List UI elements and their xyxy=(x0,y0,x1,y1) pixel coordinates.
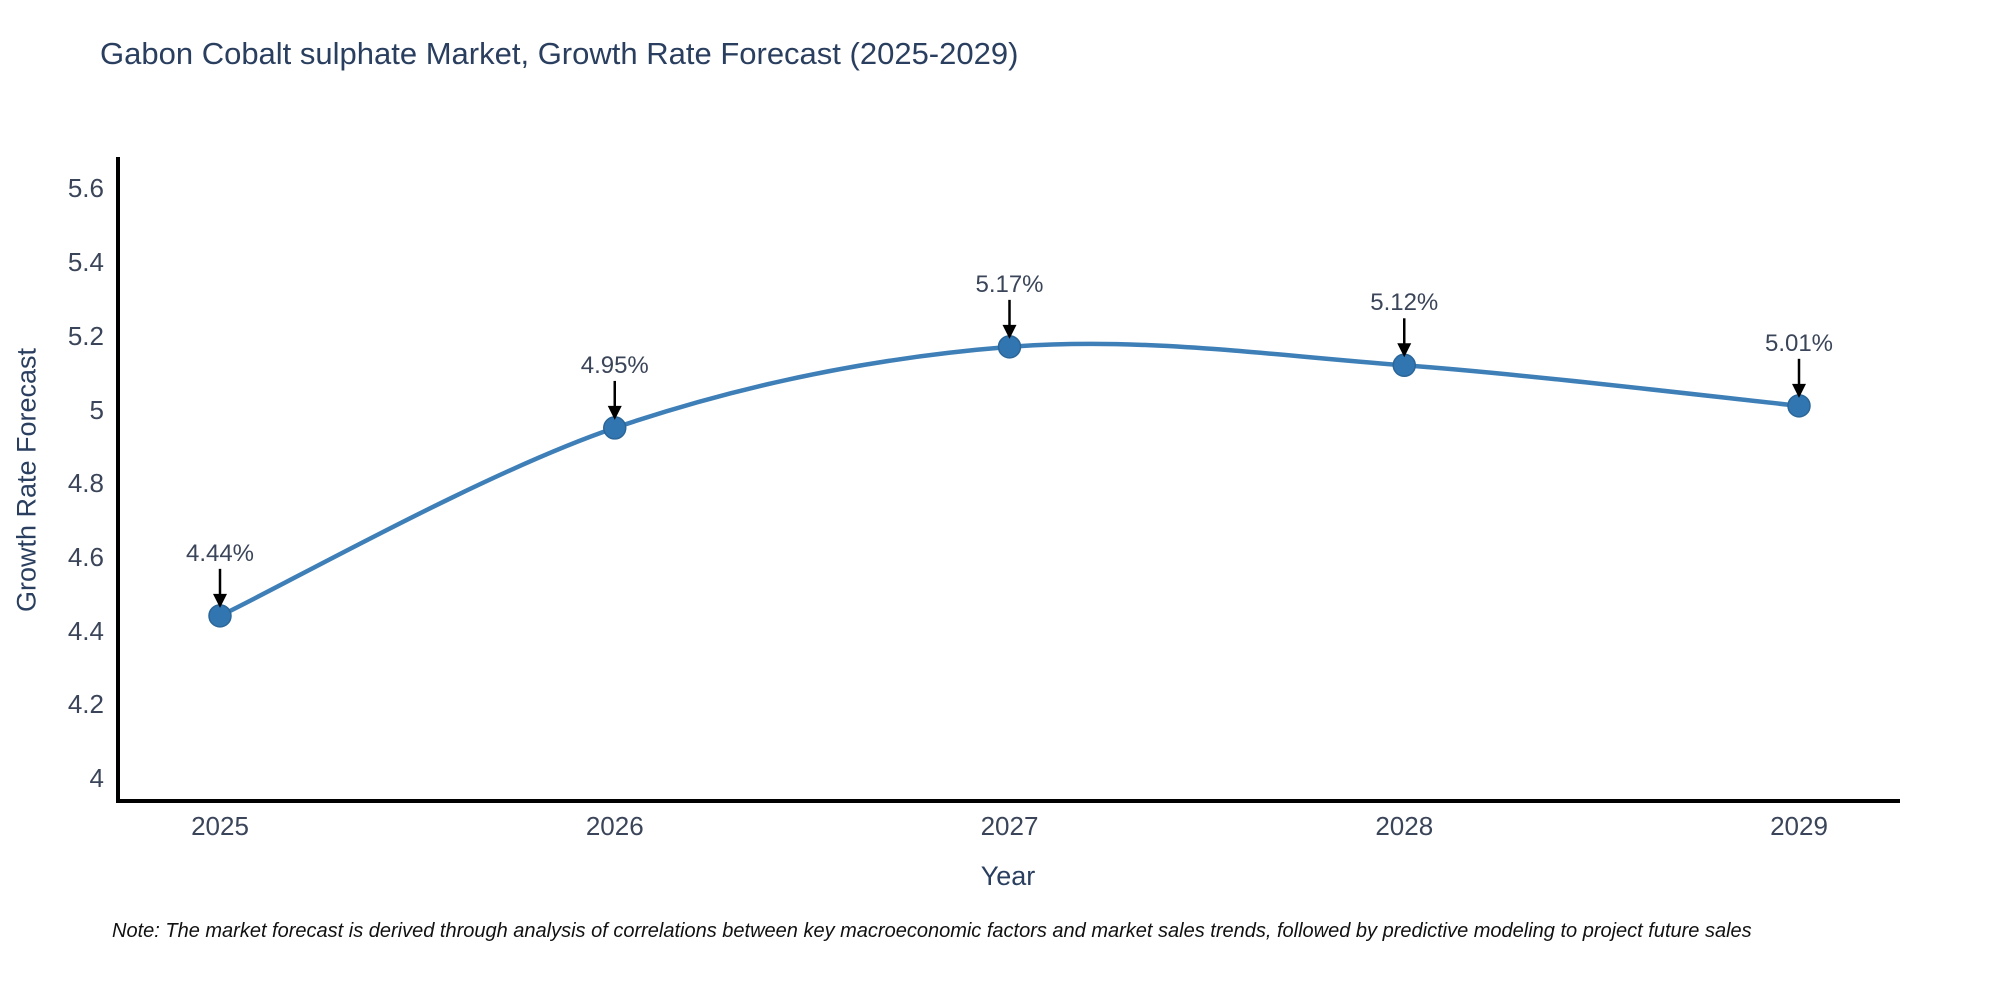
data-point-marker xyxy=(1787,394,1811,418)
data-point-marker xyxy=(1392,353,1416,378)
annotation-arrow-head xyxy=(213,593,227,608)
data-point-marker xyxy=(997,335,1022,359)
annotation-arrow-head xyxy=(1397,343,1412,358)
y-tick-label: 5.2 xyxy=(67,320,104,351)
y-tick-label: 5.6 xyxy=(67,173,104,204)
x-tick-label: 2025 xyxy=(191,811,249,841)
x-axis-title: Year xyxy=(980,861,1036,891)
y-tick-label: 5.4 xyxy=(67,247,104,278)
point-value-label: 5.17% xyxy=(975,270,1044,298)
y-tick-label: 4.2 xyxy=(67,689,104,720)
y-tick-label: 4.8 xyxy=(67,468,104,499)
x-tick-label: 2026 xyxy=(585,811,644,841)
y-tick-label: 4.4 xyxy=(67,615,104,646)
data-point-marker xyxy=(603,416,627,440)
point-value-label: 4.44% xyxy=(185,539,255,567)
data-point-marker xyxy=(208,604,232,628)
point-value-label: 5.01% xyxy=(1764,329,1834,357)
footnote-text: Note: The market forecast is derived thr… xyxy=(112,920,1752,942)
y-axis-title: Growth Rate Forecast xyxy=(11,347,42,613)
chart-title: Gabon Cobalt sulphate Market, Growth Rat… xyxy=(100,36,1019,71)
annotation-arrow-head xyxy=(1002,324,1017,339)
x-tick-label: 2029 xyxy=(1770,811,1828,841)
y-tick-label: 5 xyxy=(89,394,104,425)
annotation-arrow-head xyxy=(1792,383,1806,398)
x-tick-label: 2028 xyxy=(1375,811,1434,841)
point-value-label: 5.12% xyxy=(1370,289,1439,317)
annotation-arrow-head xyxy=(607,405,622,420)
y-tick-label: 4 xyxy=(89,763,104,793)
y-tick-label: 4.6 xyxy=(67,541,104,572)
x-tick-label: 2027 xyxy=(980,811,1039,841)
forecast-line-series xyxy=(217,341,1802,619)
point-value-label: 4.95% xyxy=(580,351,649,379)
